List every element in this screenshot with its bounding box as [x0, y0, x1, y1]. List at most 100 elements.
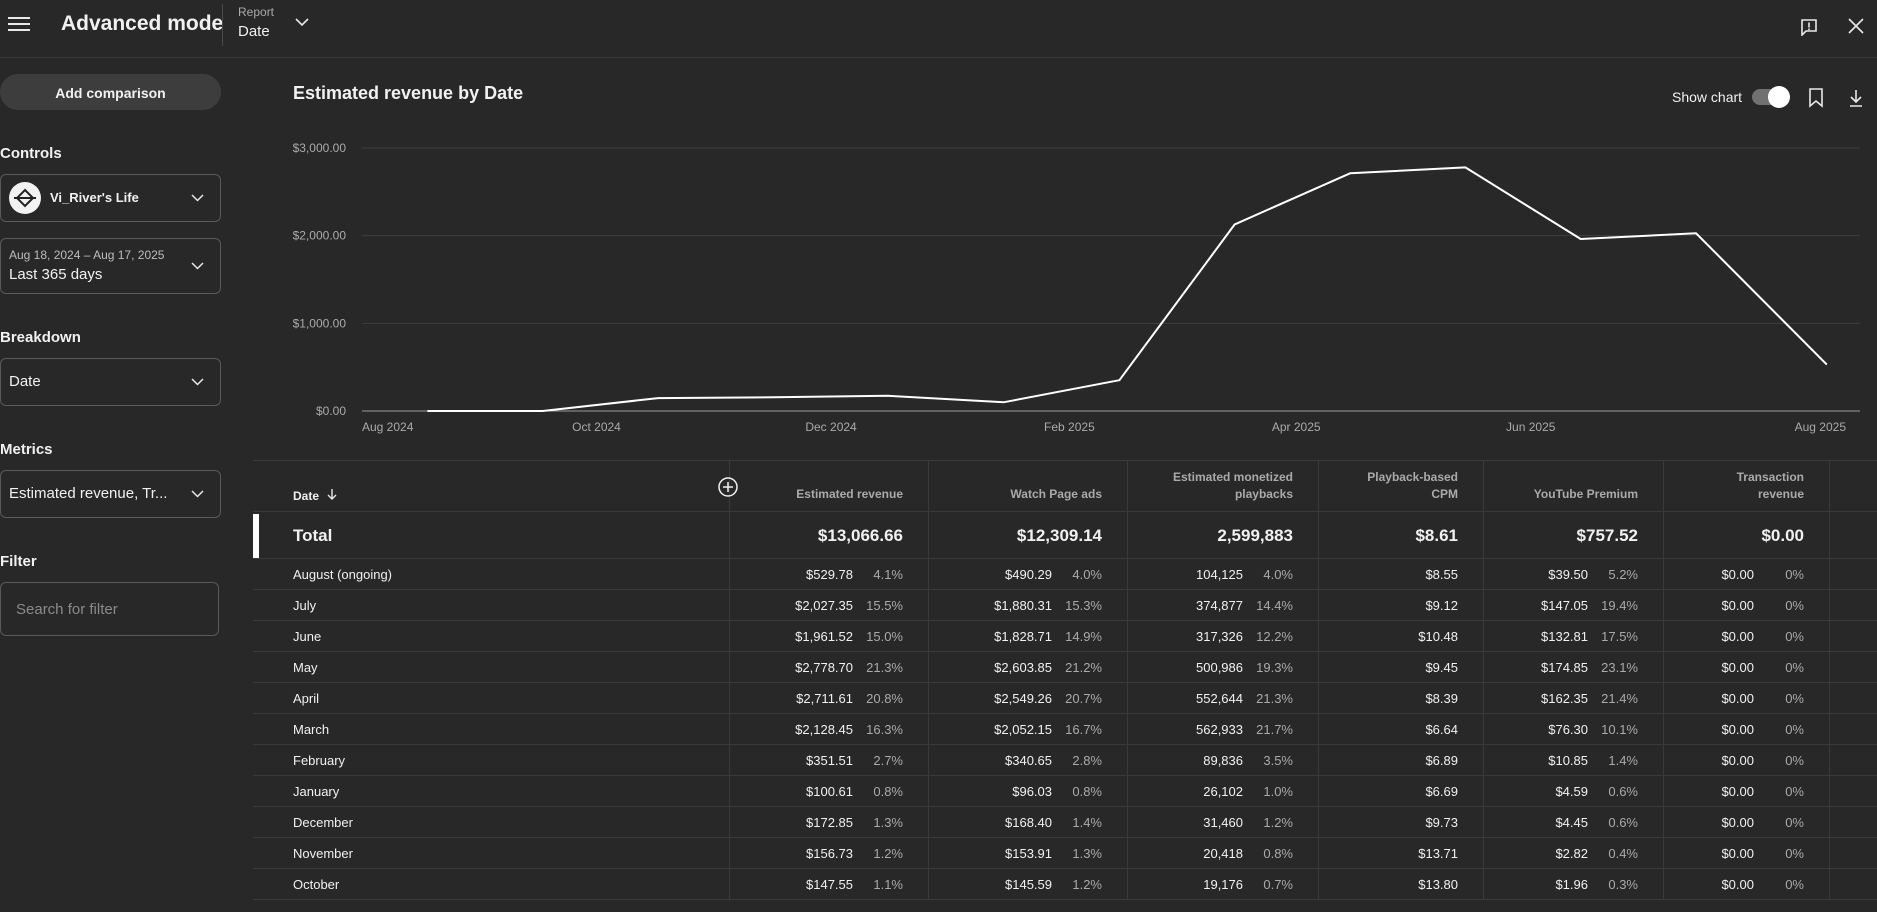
bookmark-icon[interactable]	[1808, 88, 1824, 108]
data-point[interactable]	[1462, 164, 1468, 170]
metric-value: $162.35	[1541, 691, 1588, 706]
app-title: Advanced mode	[61, 12, 224, 35]
toggle-knob	[1768, 86, 1790, 108]
metric-value: $6.89	[1425, 753, 1458, 768]
percent-value: 2.7%	[873, 753, 903, 768]
metric-value: $174.85	[1541, 660, 1588, 675]
table-row[interactable]: March $2,128.45 16.3% $2,052.15 16.7% 562,933…	[253, 714, 1877, 745]
percent-value: 0%	[1785, 629, 1804, 644]
close-icon[interactable]	[1848, 18, 1864, 34]
breakdown-selector[interactable]: Date	[0, 358, 221, 406]
data-point[interactable]	[1347, 170, 1353, 176]
table-row[interactable]: June $1,961.52 15.0% $1,828.71 14.9% 317,326 1…	[253, 621, 1877, 652]
data-point[interactable]	[424, 408, 430, 414]
chevron-down-icon[interactable]	[295, 18, 309, 27]
hamburger-menu-icon[interactable]	[8, 14, 30, 34]
table-row[interactable]: April $2,711.61 20.8% $2,549.26 20.7% 552,644…	[253, 683, 1877, 714]
metric-value: $10.48	[1418, 629, 1458, 644]
feedback-icon[interactable]	[1800, 18, 1818, 36]
table-body: August (ongoing) $529.78 4.1% $490.29 4.0% 10…	[253, 559, 1877, 900]
metric-value: $96.03	[1012, 784, 1052, 799]
row-date-label: August (ongoing)	[293, 567, 393, 582]
percent-value: 0%	[1785, 691, 1804, 706]
y-tick-label: $3,000.00	[293, 141, 347, 155]
metric-cell: $0.00 0%	[1664, 807, 1830, 837]
date-cell: January	[253, 776, 730, 806]
column-header[interactable]: YouTube Premium	[1484, 461, 1664, 511]
revenue-line-chart: $0.00 $1,000.00 $2,000.00 $3,000.00 Aug 2024…	[293, 141, 1860, 434]
metric-value: 374,877	[1196, 598, 1243, 613]
percent-value: 0%	[1785, 784, 1804, 799]
date-cell: July	[253, 590, 730, 620]
percent-value: 1.2%	[1263, 815, 1293, 830]
metric-value: $0.00	[1721, 598, 1754, 613]
percent-value: 14.9%	[1065, 629, 1102, 644]
data-point[interactable]	[1232, 221, 1238, 227]
table-row[interactable]: December $172.85 1.3% $168.40 1.4% 31,460 1.2%…	[253, 807, 1877, 838]
revenue-series-line[interactable]	[427, 166, 1828, 412]
column-header[interactable]: Watch Page ads	[929, 461, 1128, 511]
metric-cell: $2,027.35 15.5%	[730, 590, 929, 620]
metric-cell: 562,933 21.7%	[1128, 714, 1319, 744]
table-row[interactable]: August (ongoing) $529.78 4.1% $490.29 4.0% 10…	[253, 559, 1877, 590]
data-point[interactable]	[655, 395, 661, 401]
percent-value: 21.2%	[1065, 660, 1102, 675]
metric-value: $529.78	[806, 567, 853, 582]
metric-value: $2,711.61	[796, 691, 853, 706]
table-row[interactable]: February $351.51 2.7% $340.65 2.8% 89,836 3.5%…	[253, 745, 1877, 776]
channel-selector[interactable]: Vi_River's Life	[0, 174, 221, 222]
data-point[interactable]	[886, 393, 892, 399]
filter-search-input[interactable]	[0, 582, 219, 636]
row-date-label: February	[293, 753, 346, 768]
total-cell: $12,309.14	[929, 512, 1128, 558]
column-header[interactable]: Estimated revenue	[730, 461, 929, 511]
total-label: Total	[293, 526, 333, 545]
date-cell: August (ongoing)	[253, 559, 730, 589]
percent-value: 0.8%	[1263, 846, 1293, 861]
metric-cell: $147.05 19.4%	[1484, 590, 1664, 620]
date-range-selector[interactable]: Aug 18, 2024 – Aug 17, 2025 Last 365 day…	[0, 238, 221, 294]
row-date-label: January	[293, 784, 340, 799]
data-point[interactable]	[1693, 230, 1699, 236]
data-point[interactable]	[1578, 236, 1584, 242]
filter-label: Filter	[0, 553, 37, 570]
report-selector[interactable]: Report Date	[238, 5, 274, 40]
column-header[interactable]: Playback-based CPM	[1319, 461, 1484, 511]
show-chart-label: Show chart	[1672, 89, 1743, 105]
data-point[interactable]	[1824, 362, 1830, 368]
column-header[interactable]: Transaction revenue	[1664, 461, 1830, 511]
date-column-header[interactable]: Date	[293, 489, 337, 503]
metric-value: 31,460	[1203, 815, 1243, 830]
metric-cell: 20,418 0.8%	[1128, 838, 1319, 868]
metric-cell: $1,880.31 15.3%	[929, 590, 1128, 620]
column-header[interactable]: Estimated monetized playbacks	[1128, 461, 1319, 511]
show-chart-toggle[interactable]	[1752, 86, 1790, 108]
metric-cell: $529.78 4.1%	[730, 559, 929, 589]
channel-logo-icon	[14, 188, 36, 208]
date-cell: May	[253, 652, 730, 682]
metric-cell: $168.40 1.4%	[929, 807, 1128, 837]
data-point[interactable]	[770, 394, 776, 400]
add-column-icon[interactable]	[718, 477, 738, 497]
add-comparison-button[interactable]: Add comparison	[0, 74, 221, 110]
table-row[interactable]: January $100.61 0.8% $96.03 0.8% 26,102 1.0% $6…	[253, 776, 1877, 807]
metrics-selector[interactable]: Estimated revenue, Tr...	[0, 470, 221, 518]
metric-value: $13.80	[1418, 877, 1458, 892]
data-point[interactable]	[1001, 399, 1007, 405]
table-row[interactable]: July $2,027.35 15.5% $1,880.31 15.3% 374,877 1…	[253, 590, 1877, 621]
date-cell: June	[253, 621, 730, 651]
metric-cell: $9.73	[1319, 807, 1484, 837]
table-row[interactable]: November $156.73 1.2% $153.91 1.3% 20,418 0.8%…	[253, 838, 1877, 869]
metric-cell: $2,778.70 21.3%	[730, 652, 929, 682]
metric-cell: 104,125 4.0%	[1128, 559, 1319, 589]
data-point[interactable]	[1116, 377, 1122, 383]
table-row[interactable]: May $2,778.70 21.3% $2,603.85 21.2% 500,986 19…	[253, 652, 1877, 683]
metric-value: $4.45	[1555, 815, 1588, 830]
total-cell: $757.52	[1484, 512, 1664, 558]
data-point[interactable]	[540, 408, 546, 414]
table-row[interactable]: October $147.55 1.1% $145.59 1.2% 19,176 0.7% $…	[253, 869, 1877, 900]
date-cell: November	[253, 838, 730, 868]
percent-value: 0%	[1785, 815, 1804, 830]
download-icon[interactable]	[1848, 88, 1864, 108]
column-header-label: Estimated monetized playbacks	[1172, 470, 1293, 501]
